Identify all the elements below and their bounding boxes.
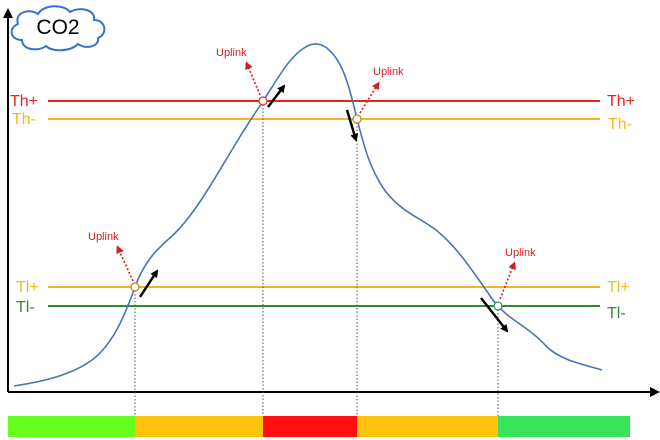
crossing-point bbox=[258, 96, 268, 106]
th-plus-label-right: Th+ bbox=[607, 93, 635, 110]
tl-minus-label-left: Tl- bbox=[16, 299, 35, 316]
status-segment-medium-rise bbox=[135, 416, 263, 437]
crossing-point bbox=[493, 301, 503, 311]
tl-plus-label-right: Tl+ bbox=[607, 279, 630, 296]
uplink-label: Uplink bbox=[373, 66, 404, 78]
status-segment-high bbox=[263, 416, 357, 437]
title-cloud: CO2 bbox=[10, 5, 106, 52]
crossing-tl-minus-down: Uplink bbox=[480, 247, 536, 333]
status-segment-low-start bbox=[8, 416, 135, 437]
crossing-point bbox=[130, 282, 140, 292]
crossing-th-minus-down: Uplink bbox=[345, 66, 404, 142]
direction-arrow-down bbox=[480, 297, 509, 333]
status-segment-low-end bbox=[498, 416, 630, 437]
th-minus-label-left: Th- bbox=[12, 111, 36, 128]
direction-arrow-down bbox=[345, 109, 359, 142]
th-minus-label-right: Th- bbox=[608, 116, 632, 133]
crossing-point bbox=[352, 114, 362, 124]
crossing-th-plus-up: Uplink bbox=[216, 47, 286, 108]
uplink-arrow bbox=[499, 261, 516, 300]
direction-arrow-up bbox=[138, 269, 159, 298]
uplink-label: Uplink bbox=[505, 247, 536, 259]
title-text: CO2 bbox=[36, 16, 79, 39]
uplink-label: Uplink bbox=[216, 47, 247, 59]
status-segment-medium-fall bbox=[357, 416, 498, 437]
direction-arrow-up bbox=[267, 84, 286, 108]
th-plus-label-left: Th+ bbox=[10, 93, 38, 110]
status-bar bbox=[8, 416, 630, 437]
uplink-label: Uplink bbox=[88, 231, 119, 243]
cloud-shape bbox=[10, 5, 106, 52]
co2-curve bbox=[13, 43, 603, 387]
tl-minus-label-right: Tl- bbox=[607, 305, 626, 322]
uplink-arrow bbox=[245, 61, 261, 96]
uplink-arrow bbox=[116, 245, 134, 282]
uplink-arrow bbox=[359, 81, 380, 114]
crossing-tl-plus-up: Uplink bbox=[88, 231, 159, 298]
tl-plus-label-left: Tl+ bbox=[16, 279, 39, 296]
